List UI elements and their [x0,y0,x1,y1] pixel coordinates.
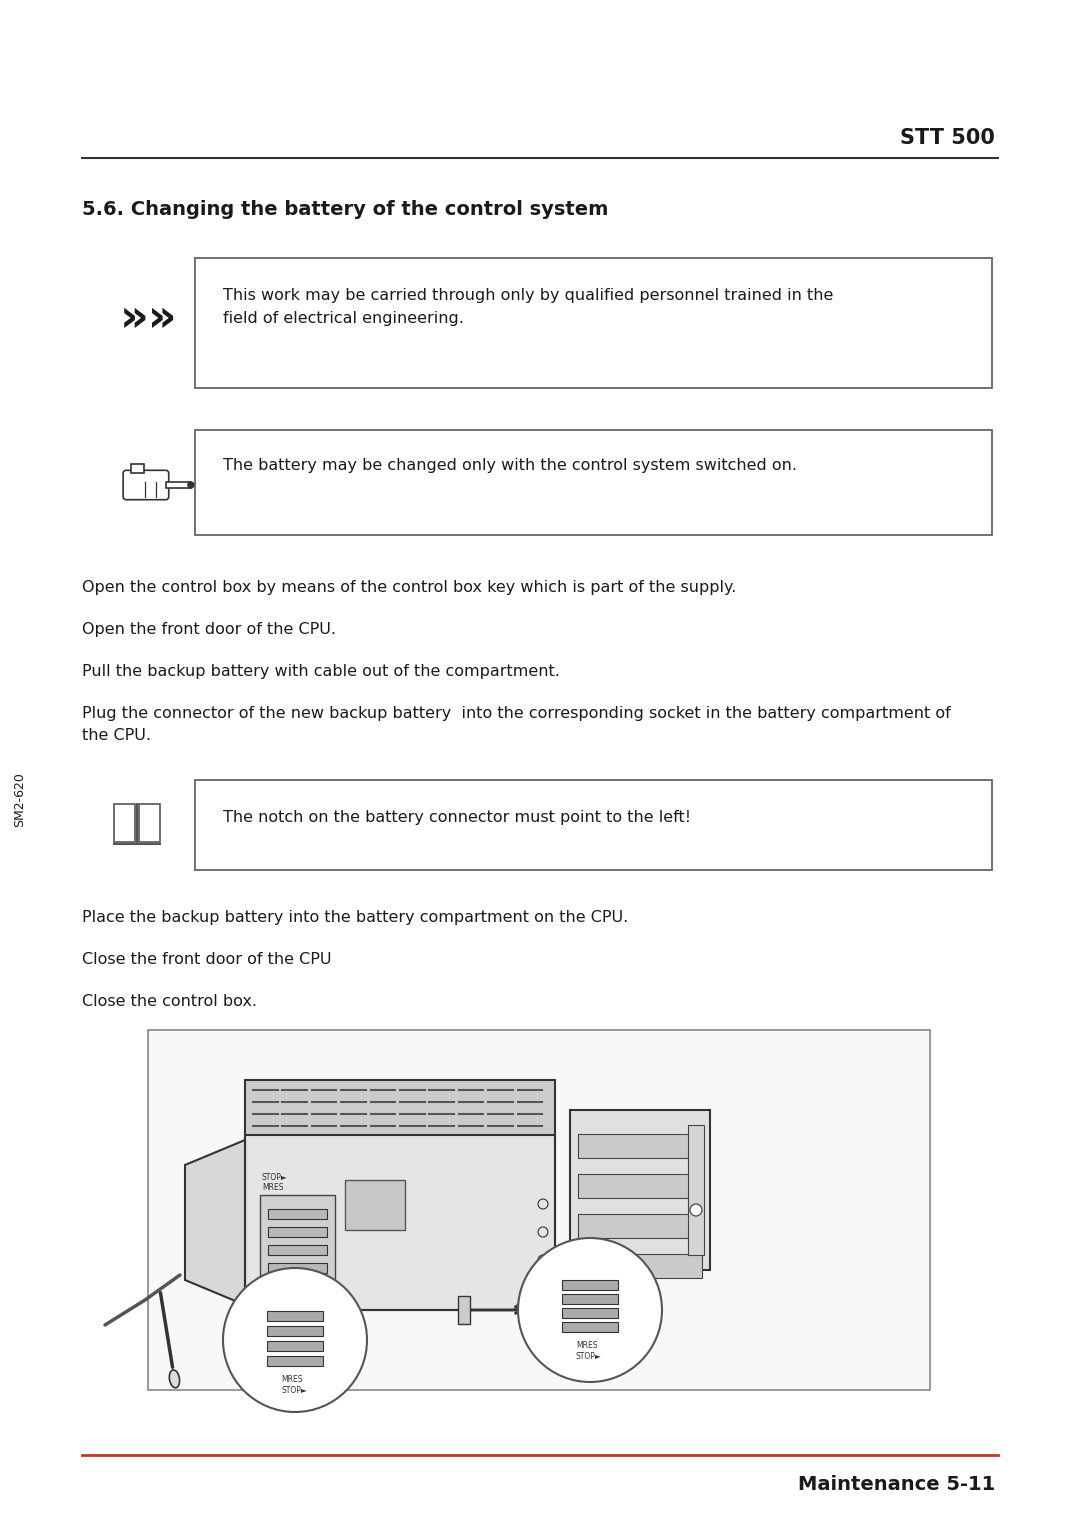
Circle shape [518,1238,662,1382]
FancyBboxPatch shape [570,1110,710,1270]
FancyBboxPatch shape [245,1080,555,1135]
Ellipse shape [170,1369,179,1388]
Text: MRES: MRES [576,1340,597,1350]
FancyBboxPatch shape [245,1135,555,1310]
FancyBboxPatch shape [268,1244,327,1255]
Polygon shape [185,1141,245,1305]
Text: The notch on the battery connector must point to the left!: The notch on the battery connector must … [222,810,691,825]
FancyBboxPatch shape [578,1214,702,1238]
Circle shape [222,1267,367,1412]
FancyBboxPatch shape [562,1279,618,1290]
FancyBboxPatch shape [562,1322,618,1331]
Polygon shape [131,464,144,473]
Text: SM2-620: SM2-620 [13,773,27,828]
Text: STT 500: STT 500 [900,128,995,148]
Text: Close the control box.: Close the control box. [82,994,257,1010]
Text: Open the control box by means of the control box key which is part of the supply: Open the control box by means of the con… [82,580,737,595]
FancyBboxPatch shape [114,804,135,842]
FancyBboxPatch shape [578,1135,702,1157]
FancyBboxPatch shape [267,1312,323,1321]
FancyBboxPatch shape [688,1125,704,1255]
Text: »»: »» [119,296,177,340]
FancyBboxPatch shape [123,470,168,500]
FancyBboxPatch shape [562,1295,618,1304]
Text: Open the front door of the CPU.: Open the front door of the CPU. [82,622,336,637]
Text: the CPU.: the CPU. [82,727,151,743]
FancyBboxPatch shape [267,1327,323,1336]
Text: The battery may be changed only with the control system switched on.: The battery may be changed only with the… [222,458,797,473]
Text: STOP►
MRES: STOP► MRES [262,1173,287,1193]
FancyBboxPatch shape [458,1296,470,1324]
FancyBboxPatch shape [195,258,993,387]
Text: 5.6. Changing the battery of the control system: 5.6. Changing the battery of the control… [82,200,608,220]
FancyBboxPatch shape [268,1263,327,1273]
FancyBboxPatch shape [268,1228,327,1237]
FancyBboxPatch shape [268,1209,327,1218]
Text: MRES: MRES [281,1376,302,1385]
Text: Plug the connector of the new backup battery  into the corresponding socket in t: Plug the connector of the new backup bat… [82,706,950,721]
FancyBboxPatch shape [562,1308,618,1318]
Text: Pull the backup battery with cable out of the compartment.: Pull the backup battery with cable out o… [82,663,559,679]
FancyBboxPatch shape [267,1340,323,1351]
FancyBboxPatch shape [195,779,993,869]
Text: Close the front door of the CPU: Close the front door of the CPU [82,952,332,967]
FancyBboxPatch shape [139,804,160,842]
Circle shape [690,1205,702,1215]
Text: STOP►: STOP► [281,1386,307,1395]
FancyBboxPatch shape [345,1180,405,1231]
FancyBboxPatch shape [260,1196,335,1286]
Text: This work may be carried through only by qualified personnel trained in the
fiel: This work may be carried through only by… [222,288,834,326]
FancyBboxPatch shape [148,1029,930,1389]
FancyBboxPatch shape [578,1254,702,1278]
FancyBboxPatch shape [578,1174,702,1199]
Text: Maintenance 5-11: Maintenance 5-11 [798,1475,995,1494]
Text: Place the backup battery into the battery compartment on the CPU.: Place the backup battery into the batter… [82,910,629,926]
FancyBboxPatch shape [195,430,993,535]
FancyBboxPatch shape [267,1356,323,1366]
Text: STOP►: STOP► [576,1353,602,1360]
Polygon shape [165,482,191,488]
Circle shape [188,482,194,488]
